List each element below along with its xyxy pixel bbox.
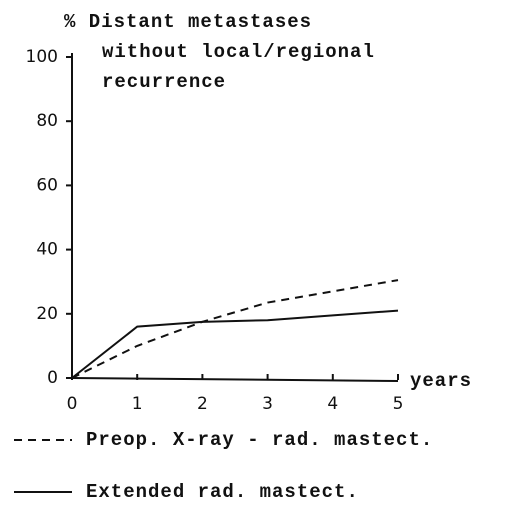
y-tick-label: 40	[36, 240, 58, 260]
y-tick-label: 100	[26, 47, 58, 67]
x-tick-label: 5	[393, 394, 404, 414]
y-axis-label: without local/regional	[102, 41, 375, 63]
x-tick-label: 3	[262, 394, 273, 414]
x-axis	[71, 377, 399, 382]
x-tick-label: 4	[327, 394, 338, 414]
x-tick-label: 1	[132, 394, 143, 414]
legend-label: Extended rad. mastect.	[86, 481, 359, 503]
x-tick-label: 0	[67, 394, 78, 414]
x-tick-label: 2	[197, 394, 208, 414]
y-tick-label: 80	[36, 111, 58, 131]
y-tick-label: 60	[36, 175, 58, 195]
y-axis-label: recurrence	[102, 71, 226, 93]
y-tick-label: 0	[47, 368, 58, 388]
x-axis-label: years	[410, 370, 472, 392]
legend-label: Preop. X-ray - rad. mastect.	[86, 429, 433, 451]
y-tick-label: 20	[36, 304, 58, 324]
y-axis-label: % Distant metastases	[64, 11, 312, 33]
line-series	[71, 279, 399, 379]
line-series	[71, 309, 399, 379]
